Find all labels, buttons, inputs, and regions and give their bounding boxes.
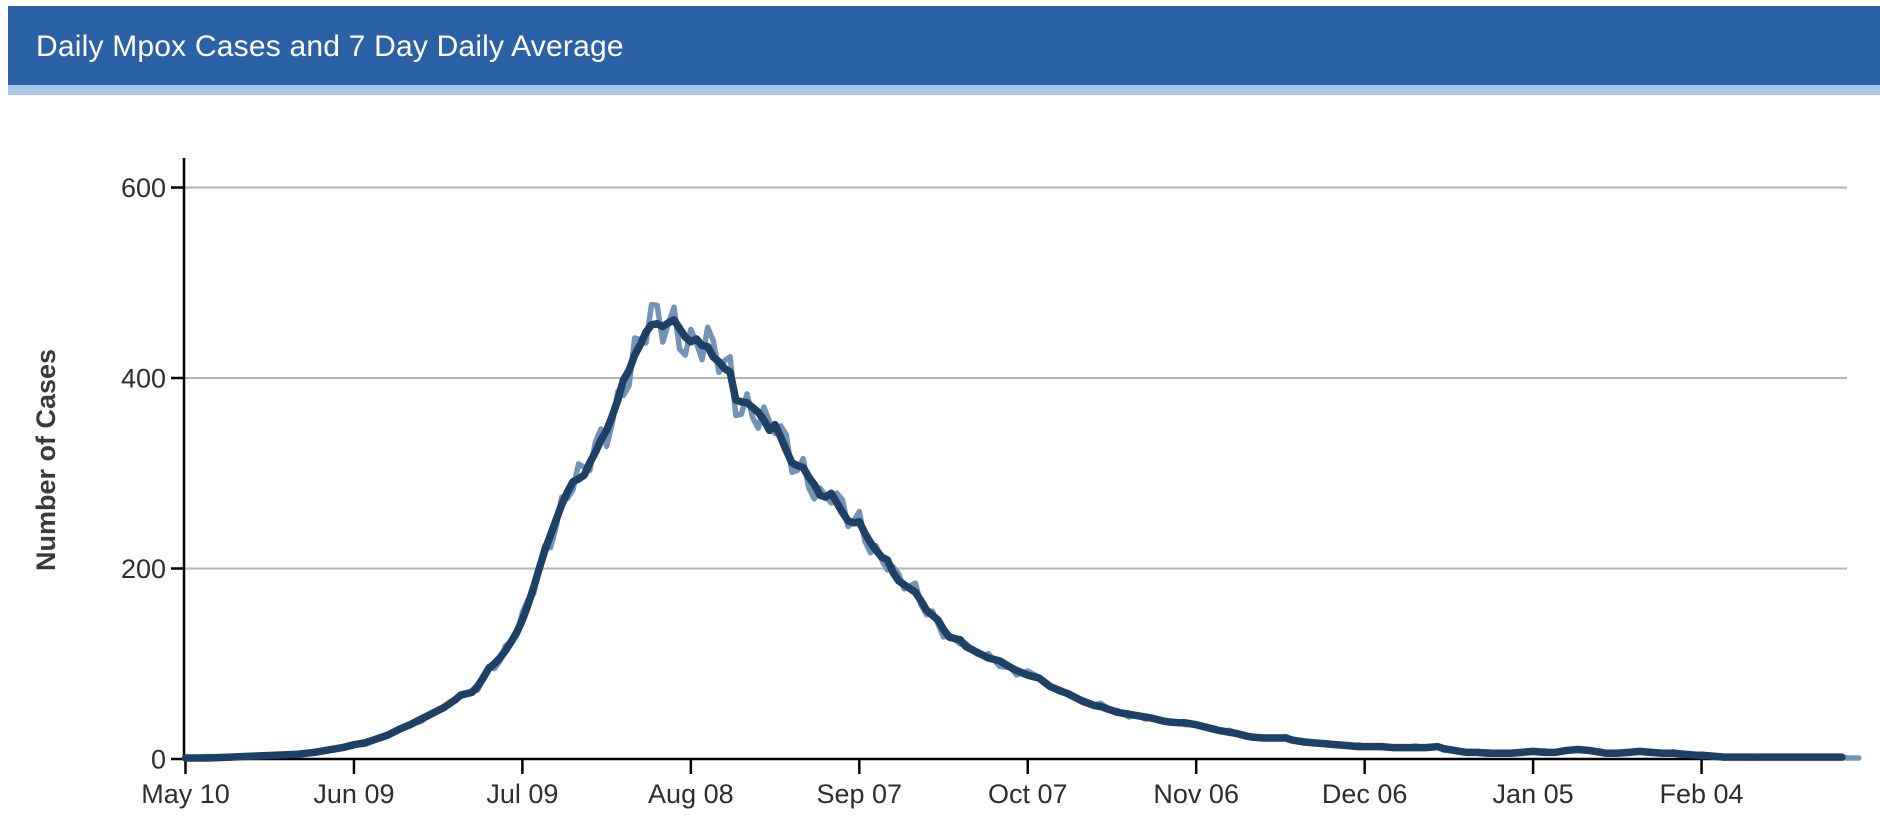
chart-header: Daily Mpox Cases and 7 Day Daily Average xyxy=(8,6,1880,95)
x-tick-label: Nov 06 xyxy=(1153,779,1239,809)
x-tick-label: Dec 06 xyxy=(1322,779,1408,809)
y-axis-title: Number of Cases xyxy=(31,349,61,571)
x-tick-label: Aug 08 xyxy=(648,779,734,809)
x-tick-label: May 10 xyxy=(141,779,230,809)
x-tick-label: Jun 09 xyxy=(313,779,394,809)
x-tick-label: Feb 04 xyxy=(1660,779,1744,809)
page-title: Daily Mpox Cases and 7 Day Daily Average xyxy=(36,30,624,63)
daily-cases-line xyxy=(182,301,1862,761)
header-accent-strip xyxy=(8,85,1880,95)
x-tick-label: Oct 07 xyxy=(988,779,1068,809)
x-tick-label: Sep 07 xyxy=(817,779,903,809)
seven-day-average-line xyxy=(181,316,1846,762)
y-tick-label: 600 xyxy=(121,173,166,203)
header-bar xyxy=(8,6,1880,85)
y-tick-label: 400 xyxy=(121,363,166,393)
y-tick-label: 200 xyxy=(121,554,166,584)
x-tick-label: Jul 09 xyxy=(486,779,558,809)
x-tick-label: Jan 05 xyxy=(1493,779,1574,809)
y-tick-label: 0 xyxy=(151,744,166,774)
